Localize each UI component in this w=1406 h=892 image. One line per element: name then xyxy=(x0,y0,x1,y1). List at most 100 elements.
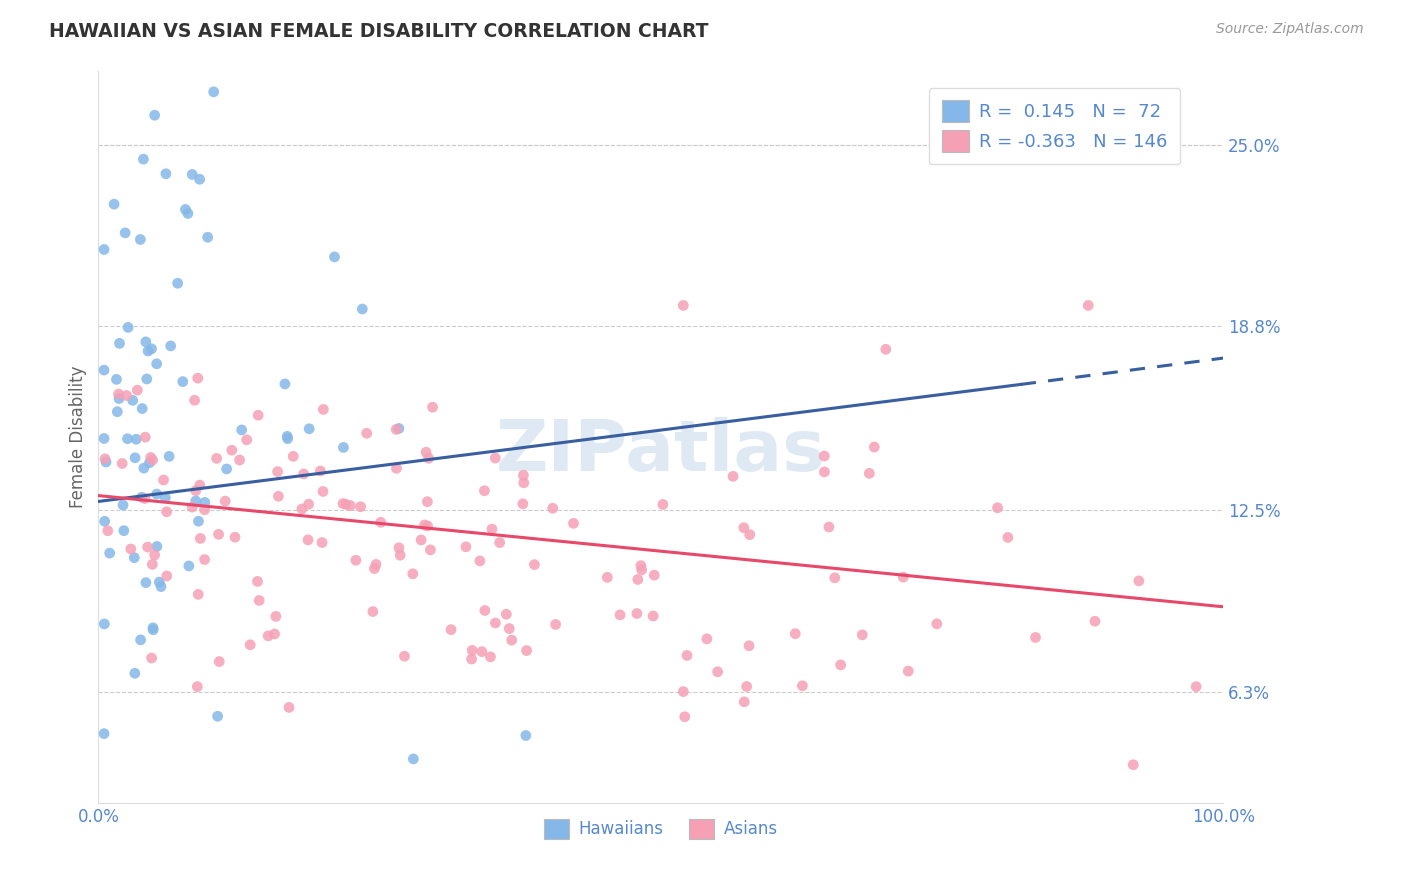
Point xyxy=(166,277,188,291)
Point xyxy=(239,638,262,652)
Point xyxy=(562,516,585,531)
Point xyxy=(125,432,148,446)
Point xyxy=(228,453,250,467)
Point xyxy=(141,651,163,665)
Point xyxy=(897,664,920,678)
Point xyxy=(481,522,503,536)
Point xyxy=(626,607,648,621)
Point xyxy=(1122,757,1144,772)
Point xyxy=(120,541,142,556)
Point xyxy=(388,541,411,555)
Point xyxy=(142,621,165,635)
Point xyxy=(501,633,523,648)
Point xyxy=(738,639,761,653)
Point xyxy=(1077,298,1099,312)
Point xyxy=(207,709,229,723)
Point xyxy=(187,587,209,601)
Point xyxy=(177,558,200,573)
Point xyxy=(278,700,301,714)
Point xyxy=(93,617,115,632)
Point xyxy=(298,497,321,511)
Point xyxy=(274,376,297,391)
Point xyxy=(141,342,163,356)
Point xyxy=(813,449,835,463)
Point xyxy=(785,626,807,640)
Point xyxy=(107,387,129,401)
Point xyxy=(291,502,314,516)
Point xyxy=(115,388,138,402)
Point xyxy=(246,574,269,589)
Point xyxy=(418,451,440,466)
Point xyxy=(112,498,135,512)
Point xyxy=(142,453,165,467)
Point xyxy=(188,478,211,492)
Point xyxy=(247,409,270,423)
Point xyxy=(627,573,650,587)
Point xyxy=(440,623,463,637)
Point xyxy=(231,423,253,437)
Point xyxy=(264,609,287,624)
Point xyxy=(416,519,439,533)
Point xyxy=(283,450,305,464)
Text: ZIPatlas: ZIPatlas xyxy=(496,417,825,486)
Point xyxy=(112,524,135,538)
Point xyxy=(672,684,695,698)
Point xyxy=(394,649,416,664)
Point xyxy=(735,680,758,694)
Point xyxy=(672,298,695,312)
Point xyxy=(402,566,425,581)
Point xyxy=(181,168,204,182)
Point xyxy=(824,571,846,585)
Point xyxy=(105,372,128,386)
Point xyxy=(813,465,835,479)
Point xyxy=(194,502,217,516)
Point xyxy=(143,548,166,562)
Point xyxy=(190,532,212,546)
Point xyxy=(541,501,564,516)
Point xyxy=(174,202,197,217)
Point xyxy=(474,603,496,617)
Point xyxy=(134,491,156,506)
Point xyxy=(257,629,280,643)
Point xyxy=(488,535,510,549)
Point xyxy=(402,752,425,766)
Point xyxy=(136,343,159,358)
Point xyxy=(124,550,146,565)
Point xyxy=(276,429,298,443)
Point xyxy=(643,609,665,624)
Point xyxy=(138,456,160,470)
Point xyxy=(297,533,319,547)
Point xyxy=(415,445,437,459)
Point xyxy=(523,558,546,572)
Point xyxy=(267,489,290,503)
Point xyxy=(266,465,288,479)
Point xyxy=(103,197,125,211)
Point xyxy=(609,607,631,622)
Point xyxy=(792,679,814,693)
Point xyxy=(135,372,157,386)
Point xyxy=(512,468,534,483)
Point xyxy=(1185,680,1208,694)
Point xyxy=(891,570,914,584)
Point xyxy=(207,527,229,541)
Point xyxy=(389,548,412,562)
Point xyxy=(184,494,207,508)
Point xyxy=(484,615,506,630)
Point xyxy=(323,250,346,264)
Point xyxy=(495,607,517,622)
Point xyxy=(202,85,225,99)
Point xyxy=(411,533,433,547)
Point xyxy=(155,491,177,505)
Point xyxy=(135,575,157,590)
Point xyxy=(385,461,408,475)
Point xyxy=(111,457,134,471)
Point xyxy=(159,339,181,353)
Point xyxy=(129,232,152,246)
Point xyxy=(108,392,131,406)
Point xyxy=(150,580,173,594)
Point xyxy=(596,570,619,584)
Point xyxy=(863,440,886,454)
Point xyxy=(139,450,162,465)
Point xyxy=(152,473,174,487)
Point xyxy=(673,710,696,724)
